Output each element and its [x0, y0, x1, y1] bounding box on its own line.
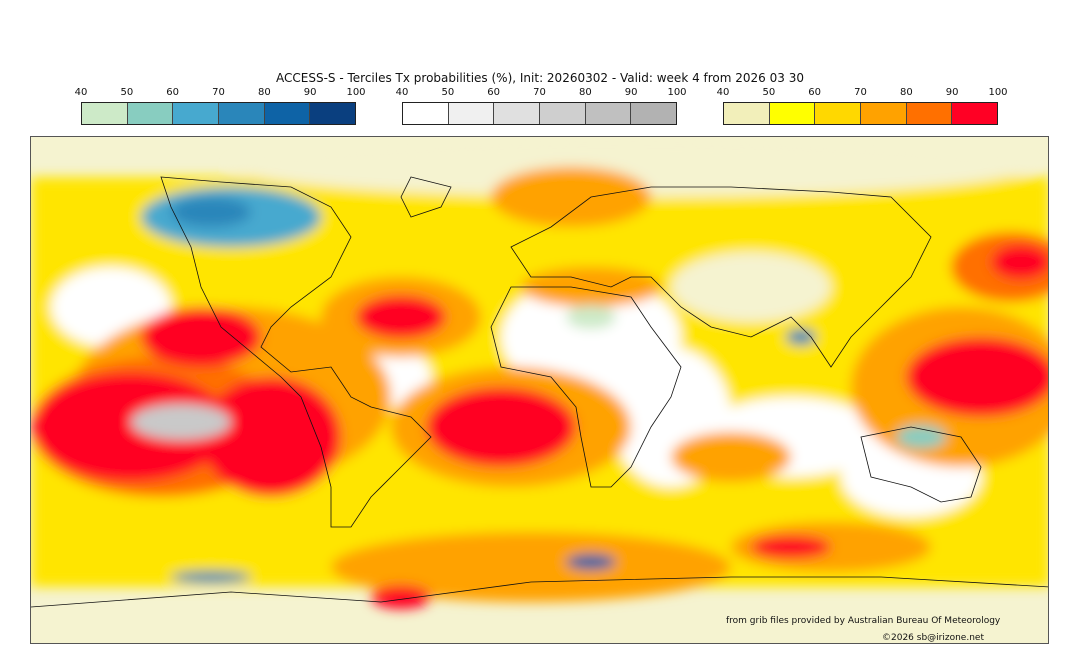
colorbar-segment [815, 103, 862, 124]
colorbar-tick-label: 80 [257, 87, 271, 98]
probability-fields [31, 137, 1048, 609]
colorbar-segment [264, 103, 311, 124]
colorbar-below-normal [81, 102, 356, 125]
source-credit: from grib files provided by Australian B… [726, 616, 1001, 626]
colorbar-segment [952, 103, 998, 124]
colorbar-segment [631, 103, 677, 124]
colorbar-segment [724, 103, 770, 124]
colorbar-segment [540, 103, 586, 124]
colorbar-tick-label: 40 [74, 87, 88, 98]
colorbar-tick-label: 50 [120, 87, 134, 98]
colorbar-near-normal [402, 102, 677, 125]
colorbar-segment [403, 103, 449, 124]
colorbar-tick-label: 60 [808, 87, 822, 98]
colorbar-tick-label: 80 [578, 87, 592, 98]
colorbar-tick-label: 100 [667, 87, 687, 98]
colorbar-tick-label: 90 [624, 87, 638, 98]
colorbar-tick-label: 100 [988, 87, 1008, 98]
colorbar-tick-label: 60 [487, 87, 501, 98]
colorbar-tick-label: 100 [346, 87, 366, 98]
map-title: ACCESS-S - Terciles Tx probabilities (%)… [276, 71, 804, 85]
colorbar-tick-label: 70 [533, 87, 546, 98]
colorbar-segment [310, 103, 356, 124]
colorbar-segment [173, 103, 220, 124]
colorbar-segment [82, 103, 128, 124]
colorbar-segment [585, 103, 632, 124]
colorbar-segment [494, 103, 541, 124]
colorbar-tick-label: 90 [945, 87, 959, 98]
colorbar-tick-label: 70 [212, 87, 225, 98]
colorbar-tick-label: 50 [762, 87, 776, 98]
colorbar-tick-label: 90 [303, 87, 317, 98]
map-canvas [31, 137, 1048, 643]
colorbar-above-normal [723, 102, 998, 125]
colorbar-tick-label: 40 [716, 87, 730, 98]
colorbar-tick-label: 40 [395, 87, 409, 98]
colorbar-tick-label: 50 [441, 87, 455, 98]
colorbar-segment [906, 103, 953, 124]
colorbar-tick-label: 70 [854, 87, 867, 98]
colorbar-segment [769, 103, 816, 124]
probability-map: from grib files provided by Australian B… [30, 136, 1049, 644]
colorbar-segment [861, 103, 907, 124]
copyright-credit: ©2026 sb@irizone.net [882, 633, 984, 643]
colorbar-tick-label: 80 [899, 87, 913, 98]
colorbar-segment [127, 103, 174, 124]
colorbar-segment [448, 103, 495, 124]
coastlines [31, 176, 1048, 608]
colorbar-tick-label: 60 [166, 87, 180, 98]
colorbar-segment [219, 103, 265, 124]
